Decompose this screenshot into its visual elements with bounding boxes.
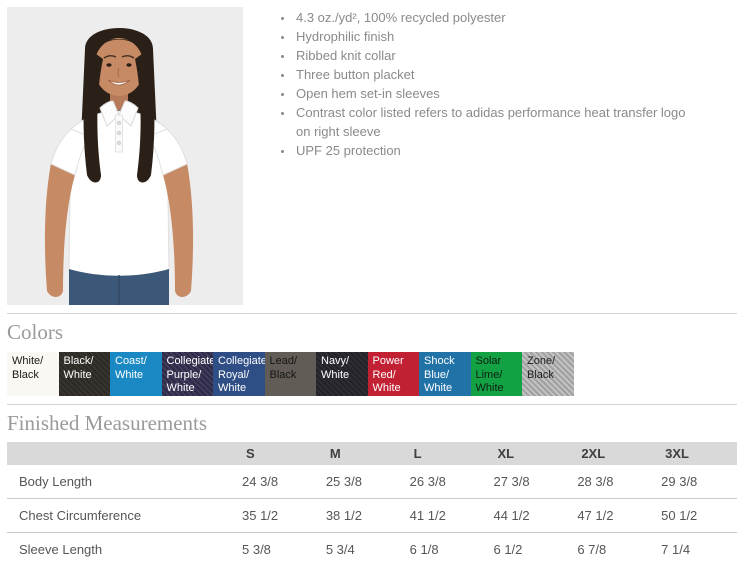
- feature-list: 4.3 oz./yd², 100% recycled polyester Hyd…: [279, 8, 691, 160]
- measurement-label: Chest Circumference: [19, 508, 142, 523]
- product-overview-section: 4.3 oz./yd², 100% recycled polyester Hyd…: [7, 7, 737, 305]
- measurement-value: 29 3/8: [661, 474, 698, 489]
- feature-item: Three button placket: [294, 65, 691, 84]
- measurement-value: 6 1/2: [493, 542, 523, 557]
- measurement-value: 27 3/8: [493, 474, 530, 489]
- measurement-row: Body Length 24 3/8 25 3/8 26 3/8 27 3/8 …: [7, 465, 737, 499]
- measurement-value: 28 3/8: [577, 474, 614, 489]
- swatch-label: Coast/​White: [115, 355, 147, 381]
- measurement-value: 38 1/2: [325, 508, 362, 523]
- color-swatch-white-black[interactable]: White/​Black: [7, 352, 59, 396]
- color-swatch-collegiate-royal-white[interactable]: Collegiate Royal/​White: [213, 352, 265, 396]
- measurement-value: 6 7/8: [577, 542, 607, 557]
- measurement-label: Body Length: [19, 474, 93, 489]
- color-swatch-lead-black[interactable]: Lead/​Black: [264, 352, 316, 396]
- colors-heading: Colors: [7, 320, 64, 344]
- color-swatch-row: White/​Black Black/​White Coast/​White C…: [7, 352, 737, 396]
- feature-list-container: 4.3 oz./yd², 100% recycled polyester Hyd…: [279, 8, 691, 160]
- swatch-label: White/​Black: [12, 355, 44, 381]
- feature-item: Open hem set-in sleeves: [294, 84, 691, 103]
- size-header-row: S M L XL 2XL 3XL: [7, 442, 737, 465]
- swatch-label: Navy/​White: [321, 355, 350, 381]
- measurement-value: 25 3/8: [325, 474, 362, 489]
- size-column-header: S: [234, 442, 318, 465]
- color-swatch-power-red-white[interactable]: Power Red/​White: [367, 352, 419, 396]
- swatch-label: Solar Lime/​White: [475, 355, 504, 394]
- measurement-value: 44 1/2: [493, 508, 530, 523]
- color-swatch-black-white[interactable]: Black/​White: [58, 352, 110, 396]
- swatch-label: Collegiate Royal/​White: [218, 355, 265, 394]
- size-column-header: 3XL: [653, 442, 737, 465]
- product-photo[interactable]: [7, 7, 243, 305]
- measurement-value: 5 3/8: [242, 542, 271, 557]
- measurements-section-divider: [7, 404, 737, 405]
- swatch-label: Zone/​Black: [527, 355, 556, 381]
- measurements-table: S M L XL 2XL 3XL Body Length 24 3/8 25 3…: [7, 442, 737, 566]
- feature-item: Hydrophilic finish: [294, 27, 691, 46]
- colors-section-divider: [7, 313, 737, 314]
- swatch-label: Shock Blue/​White: [424, 355, 455, 394]
- measurement-value: 47 1/2: [577, 508, 614, 523]
- size-column-header: XL: [485, 442, 570, 465]
- feature-item: Contrast color listed refers to adidas p…: [294, 103, 691, 141]
- feature-item: UPF 25 protection: [294, 141, 691, 160]
- measurement-value: 7 1/4: [661, 542, 691, 557]
- swatch-label: Lead/​Black: [269, 355, 298, 381]
- blank-header-cell: [7, 442, 234, 465]
- model-in-white-polo-illustration: [7, 7, 243, 305]
- measurement-row: Chest Circumference 35 1/2 38 1/2 41 1/2…: [7, 498, 737, 533]
- measurements-heading: Finished Measurements: [7, 411, 208, 435]
- color-swatch-solar-lime-white[interactable]: Solar Lime/​White: [470, 352, 522, 396]
- feature-item: Ribbed knit collar: [294, 46, 691, 65]
- swatch-label: Power Red/​White: [372, 355, 404, 394]
- size-column-header: M: [317, 442, 402, 465]
- color-swatch-coast-white[interactable]: Coast/​White: [110, 352, 162, 396]
- measurement-row: Sleeve Length 5 3/8 5 3/4 6 1/8 6 1/2 6 …: [7, 532, 737, 567]
- color-swatch-navy-white[interactable]: Navy/​White: [316, 352, 368, 396]
- color-swatch-shock-blue-white[interactable]: Shock Blue/​White: [419, 352, 471, 396]
- swatch-label: Black/​White: [63, 355, 94, 381]
- measurement-value: 35 1/2: [242, 508, 279, 523]
- measurement-value: 5 3/4: [325, 542, 355, 557]
- swatch-label: Collegiate Purple/​White: [166, 355, 214, 394]
- measurement-value: 26 3/8: [409, 474, 446, 489]
- measurement-label: Sleeve Length: [19, 542, 103, 557]
- size-column-header: 2XL: [569, 442, 654, 465]
- color-swatch-collegiate-purple-white[interactable]: Collegiate Purple/​White: [161, 352, 214, 396]
- measurement-value: 41 1/2: [409, 508, 446, 523]
- feature-item: 4.3 oz./yd², 100% recycled polyester: [294, 8, 691, 27]
- color-swatch-zone-black[interactable]: Zone/​Black: [522, 352, 574, 396]
- measurement-value: 24 3/8: [242, 474, 279, 489]
- measurement-value: 6 1/8: [409, 542, 439, 557]
- size-column-header: L: [401, 442, 486, 465]
- measurement-value: 50 1/2: [661, 508, 698, 523]
